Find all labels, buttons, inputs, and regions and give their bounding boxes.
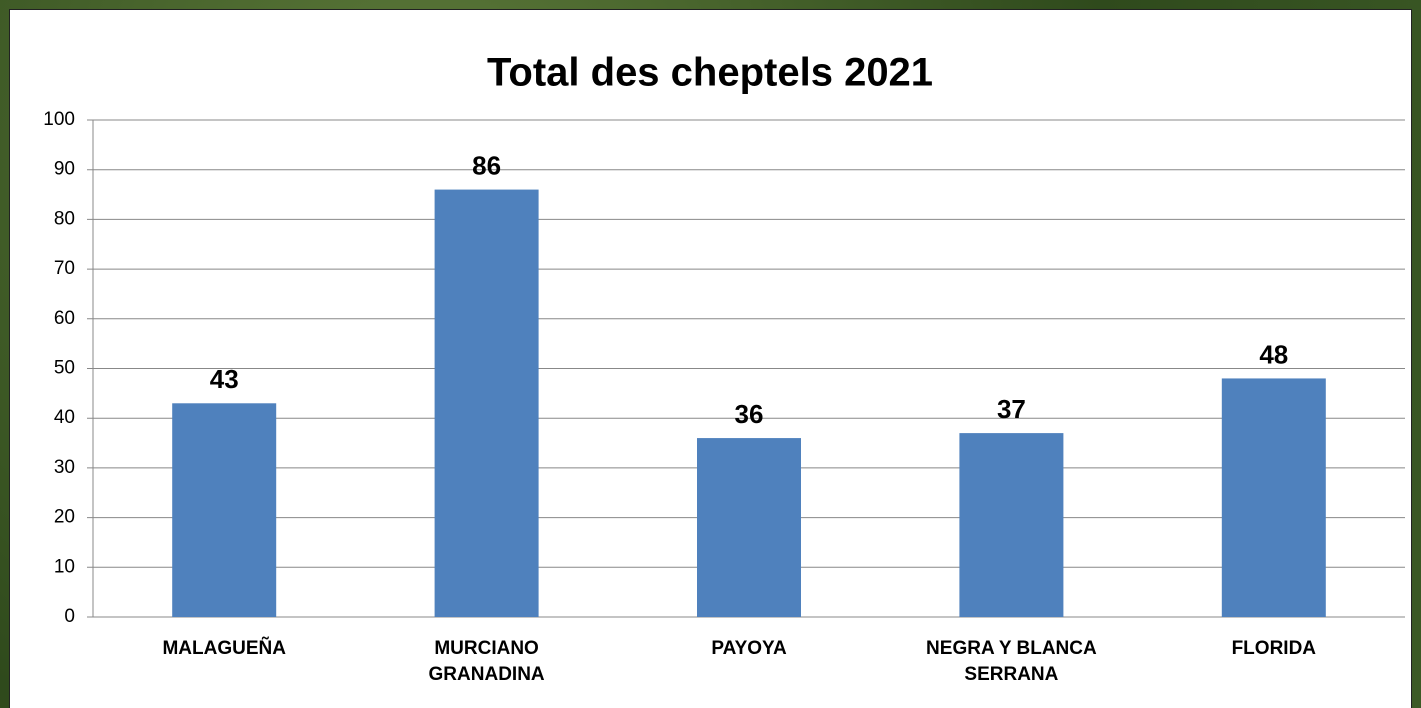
- x-tick-label: NEGRA Y BLANCA SERRANA: [901, 636, 1121, 688]
- page: Total des cheptels 2021 0 10 20 30 40 50 60 70 8…: [0, 0, 1421, 708]
- value-label: 86: [472, 150, 501, 180]
- bar: [172, 403, 276, 617]
- bar: [435, 190, 539, 617]
- y-tick-label: 30: [54, 457, 75, 478]
- x-tick-label: PAYOYA: [639, 636, 859, 662]
- bar: [697, 438, 801, 617]
- y-tick-label: 100: [43, 109, 75, 130]
- y-tick-label: 70: [54, 258, 75, 279]
- bar: [959, 433, 1063, 617]
- chart: Total des cheptels 2021 0 10 20 30 40 50 60 70 8…: [0, 0, 1421, 708]
- y-tick-label: 40: [54, 407, 75, 428]
- x-tick-label: FLORIDA: [1164, 636, 1384, 662]
- bar: [1222, 378, 1326, 617]
- value-label: 43: [210, 364, 239, 394]
- value-label: 37: [997, 394, 1026, 424]
- chart-title: Total des cheptels 2021: [487, 51, 933, 95]
- y-tick-label: 90: [54, 159, 75, 180]
- y-tick-label: 0: [64, 606, 75, 627]
- value-label: 48: [1259, 339, 1288, 369]
- value-label: 36: [735, 399, 764, 429]
- y-tick-label: 20: [54, 507, 75, 528]
- y-tick-label: 10: [54, 556, 75, 577]
- y-tick-label: 50: [54, 358, 75, 379]
- x-tick-label: MURCIANO GRANADINA: [377, 636, 597, 688]
- x-tick-label: MALAGUEÑA: [114, 636, 334, 662]
- y-tick-label: 80: [54, 208, 75, 229]
- y-tick-label: 60: [54, 308, 75, 329]
